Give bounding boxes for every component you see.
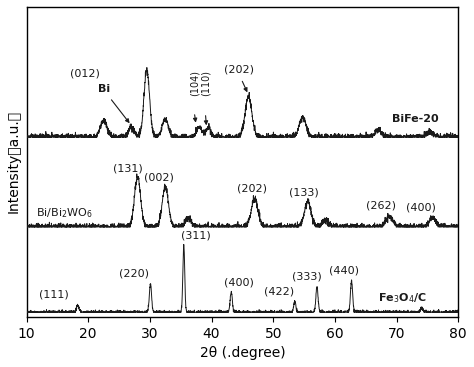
Text: (422): (422) bbox=[264, 286, 294, 296]
Text: (333): (333) bbox=[292, 272, 322, 282]
Text: (202): (202) bbox=[237, 184, 266, 194]
Text: Bi: Bi bbox=[98, 84, 109, 94]
Text: (012): (012) bbox=[70, 69, 100, 79]
Text: (110): (110) bbox=[201, 70, 210, 96]
Text: (133): (133) bbox=[289, 187, 319, 197]
Text: (400): (400) bbox=[406, 203, 436, 212]
Text: Fe$_3$O$_4$/C: Fe$_3$O$_4$/C bbox=[378, 291, 427, 305]
Text: (202): (202) bbox=[224, 64, 254, 74]
Text: (131): (131) bbox=[113, 163, 143, 173]
Text: (440): (440) bbox=[329, 265, 359, 276]
Text: (311): (311) bbox=[181, 230, 211, 240]
Text: (400): (400) bbox=[224, 277, 254, 287]
Text: (002): (002) bbox=[144, 172, 174, 182]
Y-axis label: Intensity（a.u.）: Intensity（a.u.） bbox=[7, 110, 21, 214]
Text: (262): (262) bbox=[366, 201, 396, 211]
Text: BiFe-20: BiFe-20 bbox=[392, 114, 438, 124]
X-axis label: 2θ (.degree): 2θ (.degree) bbox=[200, 346, 285, 360]
Text: (220): (220) bbox=[119, 268, 149, 278]
Text: (104): (104) bbox=[189, 70, 199, 96]
Text: Bi/Bi$_2$WO$_6$: Bi/Bi$_2$WO$_6$ bbox=[36, 206, 92, 220]
Text: (111): (111) bbox=[39, 290, 69, 300]
